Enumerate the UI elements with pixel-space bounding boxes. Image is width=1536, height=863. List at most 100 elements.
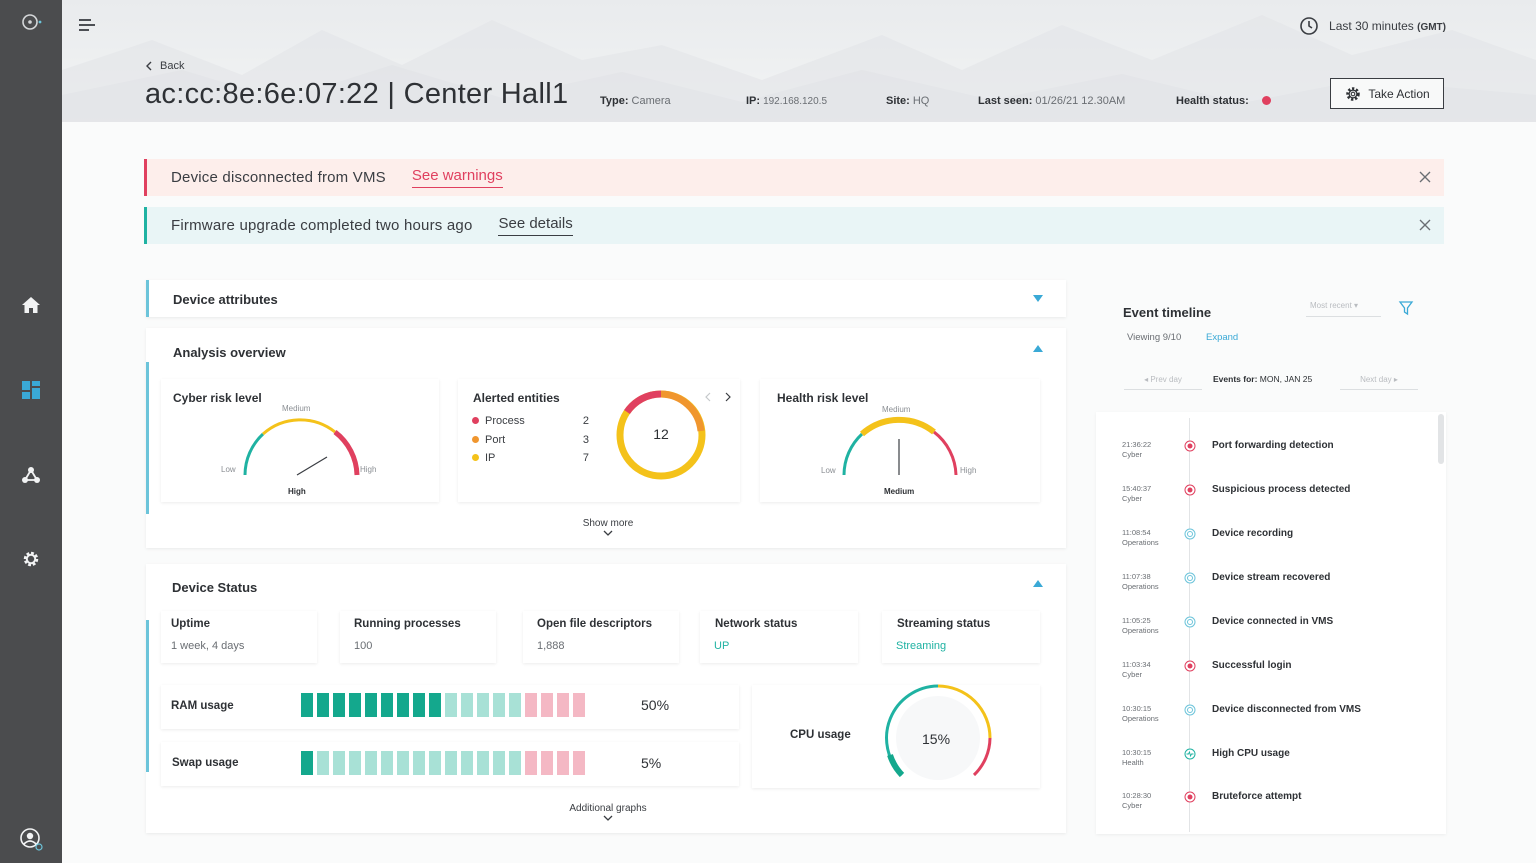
uptime-label: Uptime bbox=[171, 618, 210, 630]
open-file-descriptors-value: 1,888 bbox=[537, 640, 565, 652]
close-icon[interactable] bbox=[1418, 170, 1432, 184]
list-item[interactable]: 10:30:15 Health High CPU usage bbox=[1122, 748, 1290, 767]
entity-row-ip: IP 7 bbox=[472, 452, 592, 464]
ram-usage-bar bbox=[301, 693, 585, 717]
entity-row-port: Port 3 bbox=[472, 434, 592, 446]
list-item[interactable]: 10:28:30 Cyber Bruteforce attempt bbox=[1122, 791, 1302, 810]
cpu-usage-gauge bbox=[885, 684, 992, 780]
collapse-arrow-icon[interactable] bbox=[1033, 580, 1043, 587]
running-processes-label: Running processes bbox=[354, 618, 461, 630]
operations-event-icon bbox=[1184, 704, 1196, 716]
device-attributes-panel[interactable]: Device attributes bbox=[146, 280, 1066, 317]
dashboard-icon[interactable] bbox=[17, 376, 45, 404]
health-risk-title: Health risk level bbox=[777, 391, 869, 405]
alerted-entities-card: Alerted entities 12 bbox=[458, 379, 740, 502]
list-item[interactable]: 11:08:54 Operations Device recording bbox=[1122, 528, 1294, 547]
cyber-event-icon bbox=[1184, 791, 1196, 803]
swap-usage-bar bbox=[301, 751, 585, 775]
warning-banner: Device disconnected from VMS See warning… bbox=[144, 159, 1444, 196]
see-warnings-link[interactable]: See warnings bbox=[411, 167, 503, 188]
expand-link[interactable]: Expand bbox=[1206, 332, 1239, 343]
logo-icon[interactable] bbox=[17, 8, 45, 36]
user-profile-icon[interactable] bbox=[17, 825, 45, 853]
running-processes-card: Running processes 100 bbox=[340, 611, 496, 663]
home-icon[interactable] bbox=[17, 291, 45, 319]
health-risk-gauge bbox=[842, 416, 958, 476]
see-details-link[interactable]: See details bbox=[498, 215, 573, 236]
take-action-button[interactable]: Take Action bbox=[1330, 78, 1444, 109]
device-type: Type: Camera bbox=[600, 95, 671, 107]
prev-day-button[interactable]: ◂ Prev day bbox=[1124, 370, 1202, 390]
health-risk-card: Health risk level Low Medium High Medium bbox=[760, 379, 1040, 502]
ram-usage-label: RAM usage bbox=[171, 700, 234, 712]
device-site: Site: HQ bbox=[886, 95, 930, 107]
uptime-value: 1 week, 4 days bbox=[171, 640, 245, 652]
events-for-date: Events for: MON, JAN 25 bbox=[1213, 374, 1313, 384]
streaming-status-value: Streaming bbox=[896, 640, 947, 652]
sort-dropdown[interactable]: Most recent ▾ bbox=[1306, 297, 1381, 317]
open-file-descriptors-label: Open file descriptors bbox=[537, 618, 653, 630]
warning-banner-text: Device disconnected from VMS bbox=[171, 169, 386, 186]
operations-event-icon bbox=[1184, 616, 1196, 628]
additional-graphs-button[interactable]: Additional graphs bbox=[558, 803, 658, 825]
swap-usage-label: Swap usage bbox=[172, 757, 239, 769]
filter-icon[interactable] bbox=[1398, 300, 1414, 316]
alerted-total: 12 bbox=[653, 426, 669, 442]
time-range-selector[interactable]: Last 30 minutes (GMT) bbox=[1299, 16, 1446, 36]
alerted-entities-title: Alerted entities bbox=[473, 391, 560, 405]
info-banner-text: Firmware upgrade completed two hours ago bbox=[171, 217, 473, 234]
event-timeline-title: Event timeline bbox=[1123, 305, 1212, 320]
ram-usage-value: 50% bbox=[641, 697, 670, 713]
device-status-title: Device Status bbox=[172, 580, 258, 595]
close-icon[interactable] bbox=[1418, 218, 1432, 232]
analysis-overview-title: Analysis overview bbox=[173, 345, 286, 360]
device-ip: IP: 192.168.120.5 bbox=[746, 95, 828, 107]
streaming-status-label: Streaming status bbox=[897, 618, 991, 630]
list-item[interactable]: 11:03:34 Cyber Successful login bbox=[1122, 660, 1292, 679]
header-background bbox=[62, 15, 1536, 122]
viewing-count: Viewing 9/10 bbox=[1127, 332, 1182, 343]
health-status-dot bbox=[1261, 96, 1271, 105]
gear-icon bbox=[1346, 86, 1361, 101]
open-file-descriptors-card: Open file descriptors 1,888 bbox=[523, 611, 679, 663]
cpu-usage-card: CPU usage 15% bbox=[752, 684, 1040, 788]
uptime-card: Uptime 1 week, 4 days bbox=[161, 611, 317, 663]
list-item[interactable]: 11:07:38 Operations Device stream recover… bbox=[1122, 572, 1331, 591]
health-risk-value: Medium bbox=[884, 487, 915, 496]
network-status-label: Network status bbox=[715, 618, 798, 630]
settings-icon[interactable] bbox=[17, 545, 45, 573]
cyber-risk-value: High bbox=[288, 487, 306, 496]
cyber-event-icon bbox=[1184, 440, 1196, 452]
network-status-card: Network status UP bbox=[700, 611, 858, 663]
list-item[interactable]: 21:36:22 Cyber Port forwarding detection bbox=[1122, 440, 1334, 459]
device-last-seen: Last seen: 01/26/21 12.30AM bbox=[978, 95, 1126, 107]
back-link[interactable]: Back bbox=[146, 60, 184, 72]
scrollbar[interactable] bbox=[1438, 414, 1444, 464]
gauge-low-label: Low bbox=[221, 465, 236, 474]
expand-arrow-icon[interactable] bbox=[1033, 295, 1043, 302]
health-event-icon bbox=[1184, 748, 1196, 760]
entity-row-process: Process 2 bbox=[472, 415, 592, 427]
cyber-risk-card: Cyber risk level Low Medium High High bbox=[161, 379, 439, 502]
list-item[interactable]: 15:40:37 Cyber Suspicious process detecte… bbox=[1122, 484, 1351, 503]
cpu-usage-value: 15% bbox=[922, 731, 951, 747]
gauge-medium-label: Medium bbox=[882, 405, 911, 414]
cyber-event-icon bbox=[1184, 484, 1196, 496]
cyber-risk-title: Cyber risk level bbox=[173, 391, 262, 405]
list-item[interactable]: 11:05:25 Operations Device connected in V… bbox=[1122, 616, 1334, 635]
time-range-label: Last 30 minutes (GMT) bbox=[1329, 19, 1446, 33]
show-more-button[interactable]: Show more bbox=[568, 518, 648, 540]
menu-toggle-icon[interactable] bbox=[78, 18, 96, 32]
gauge-high-label: High bbox=[960, 466, 977, 475]
gauge-medium-label: Medium bbox=[282, 404, 311, 413]
collapse-arrow-icon[interactable] bbox=[1033, 345, 1043, 352]
next-day-button[interactable]: Next day ▸ bbox=[1340, 370, 1418, 390]
device-health-status: Health status: bbox=[1176, 95, 1271, 107]
operations-event-icon bbox=[1184, 528, 1196, 540]
event-list bbox=[1096, 412, 1446, 834]
streaming-status-card: Streaming status Streaming bbox=[882, 611, 1040, 663]
sidebar bbox=[0, 0, 62, 863]
carousel-arrows[interactable] bbox=[704, 391, 734, 403]
list-item[interactable]: 10:30:15 Operations Device disconnected f… bbox=[1122, 704, 1361, 723]
network-icon[interactable] bbox=[17, 461, 45, 489]
